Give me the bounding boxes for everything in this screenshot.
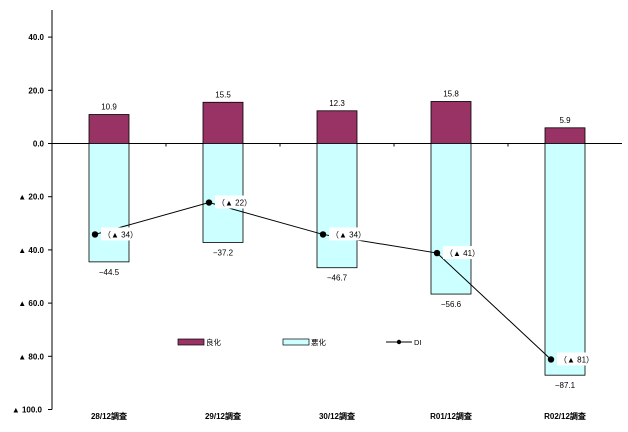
di-value-label: （▲ 34）	[331, 230, 366, 239]
legend-label: DI	[414, 338, 422, 347]
x-category-label: 29/12調査	[205, 411, 242, 421]
y-tick-label: ▲ 20.0	[18, 193, 44, 202]
bar-bad	[430, 143, 472, 295]
y-tick-label: ▲ 40.0	[18, 246, 44, 255]
x-category-label: 30/12調査	[319, 411, 356, 421]
legend-label: 悪化	[311, 337, 326, 347]
data-label-bad: −46.7	[327, 274, 348, 283]
di-marker	[91, 231, 99, 238]
x-category-label: 28/12調査	[91, 411, 128, 421]
bars-group	[88, 101, 586, 376]
legend-swatch	[177, 338, 205, 346]
di-label-bg	[329, 227, 367, 241]
axes-group: 40.0 20.0 0.0 ▲ 20.0 ▲ 40.0 ▲ 60.0 ▲ 80.0 ▲ 100…	[12, 10, 622, 421]
di-label-bg	[101, 227, 139, 241]
di-marker	[319, 231, 327, 238]
bar-good	[430, 101, 472, 144]
di-marker	[205, 199, 213, 206]
y-tick-label: ▲ 60.0	[18, 299, 44, 308]
di-value-label: （▲ 34）	[103, 230, 138, 239]
di-label-bg	[443, 246, 481, 260]
data-label-good: 15.8	[443, 89, 459, 98]
y-tick-label: ▲ 80.0	[18, 352, 44, 361]
bar-bad	[544, 143, 586, 376]
data-label-good: 5.9	[559, 116, 571, 125]
bar-good	[202, 101, 244, 144]
di-value-label: （▲ 22）	[217, 199, 252, 208]
bar-bad	[202, 143, 244, 243]
data-label-bad: −37.2	[213, 248, 234, 257]
legend-label: 良化	[206, 337, 221, 347]
legend-line-marker	[396, 339, 402, 345]
bar-bad	[88, 143, 130, 263]
legend-group: 良化 悪化 DI	[177, 337, 422, 347]
y-tick-label: 0.0	[33, 140, 45, 149]
y-tick-label: 20.0	[28, 86, 44, 95]
labels-group: 10.9 15.5 12.3 15.8 5.9 −44.5 −37.2 −46.7 −56.6 −…	[99, 89, 595, 390]
x-category-label: R01/12調査	[430, 411, 473, 421]
di-label-bg	[215, 195, 253, 209]
y-tick-label: 40.0	[28, 33, 44, 42]
data-label-bad: −56.6	[441, 300, 462, 309]
bar-bad	[316, 143, 358, 269]
di-line-group	[91, 199, 555, 363]
di-label-bg	[557, 352, 595, 366]
bar-good	[544, 127, 586, 144]
bar-good	[88, 114, 130, 144]
legend-swatch	[282, 338, 310, 346]
di-value-label: （▲ 41）	[445, 249, 480, 258]
bar-good	[316, 110, 358, 144]
di-value-label: （▲ 81）	[559, 355, 594, 364]
y-tick-label: ▲ 100.0	[12, 406, 43, 415]
di-marker	[547, 356, 555, 363]
di-marker	[433, 249, 441, 257]
data-label-good: 10.9	[101, 103, 117, 112]
data-label-bad: −87.1	[555, 381, 576, 390]
x-category-label: R02/12調査	[544, 411, 587, 421]
data-label-good: 15.5	[215, 90, 231, 99]
data-label-bad: −44.5	[99, 268, 120, 277]
data-label-good: 12.3	[329, 99, 345, 108]
